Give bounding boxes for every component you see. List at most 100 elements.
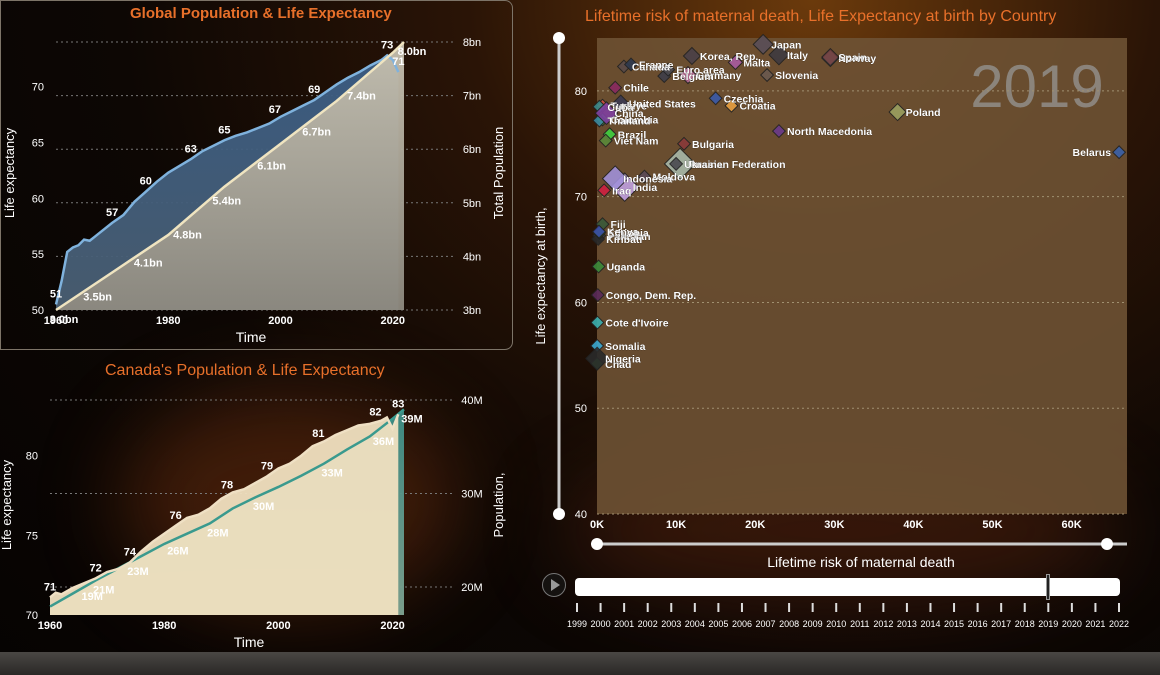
year-slider-thumb[interactable] — [1046, 574, 1050, 600]
global-ylabel-left: Life expectancy — [2, 127, 17, 218]
canada-life-data-label: 76 — [169, 510, 181, 522]
scatter-point-label: Kenya — [607, 227, 639, 239]
year-slider-track[interactable] — [575, 578, 1120, 596]
timeline-year-label[interactable]: 2019 — [1038, 619, 1058, 629]
global-life-data-label: 73 — [381, 39, 393, 51]
global-life-data-label: 57 — [106, 207, 118, 219]
global-pop-data-label: 4.1bn — [134, 258, 163, 270]
timeline-year-label[interactable]: 2003 — [661, 619, 681, 629]
canada-y-tick: 70 — [26, 610, 38, 622]
timeline-year-label[interactable]: 2007 — [756, 619, 776, 629]
canada-pop-data-label: 30M — [253, 501, 274, 513]
global-life-data-label: 67 — [269, 104, 281, 116]
global-pop-data-label: 4.8bn — [173, 229, 202, 241]
timeline-year-label[interactable]: 2005 — [708, 619, 728, 629]
scatter-y-tick: 70 — [575, 192, 587, 204]
scatter-point-label: China — [614, 108, 643, 120]
scatter-point-label: Cote d'Ivoire — [605, 318, 668, 330]
canada-life-data-label: 82 — [369, 406, 381, 418]
global-pop-data-label: 6.1bn — [257, 161, 286, 173]
timeline-year-label[interactable]: 2017 — [991, 619, 1011, 629]
global-y-tick: 60 — [32, 193, 44, 205]
global-chart: Time Life expectancy Total Population 3b… — [2, 37, 506, 345]
timeline-year-label[interactable]: 2009 — [803, 619, 823, 629]
scatter-point-label: Belarus — [1073, 147, 1112, 159]
global-xlabel: Time — [236, 329, 267, 345]
scatter-point-label: North Macedonia — [787, 126, 872, 138]
scatter-point-label: Iraq — [612, 185, 631, 197]
canada-life-data-label: 83 — [392, 398, 404, 410]
timeline-year-label[interactable]: 1999 — [567, 619, 587, 629]
scatter-xlabel: Lifetime risk of maternal death — [767, 554, 955, 570]
bottom-bar — [0, 652, 1160, 675]
year-watermark: 2019 — [970, 53, 1103, 120]
canada-x-tick: 2000 — [266, 620, 290, 632]
timeline-year-label[interactable]: 2008 — [779, 619, 799, 629]
timeline-year-label[interactable]: 2006 — [732, 619, 752, 629]
global-y-tick: 70 — [32, 82, 44, 94]
timeline-year-label[interactable]: 2016 — [968, 619, 988, 629]
global-life-data-label: 51 — [50, 288, 62, 300]
global-y-tick: 65 — [32, 138, 44, 150]
canada-y-tick: 75 — [26, 530, 38, 542]
scatter-point-label: Bulgaria — [692, 139, 734, 151]
timeline-year-label[interactable]: 2018 — [1015, 619, 1035, 629]
scatter-x-tick: 30K — [824, 519, 844, 531]
scatter-y-tick: 80 — [575, 86, 587, 98]
play-icon — [551, 579, 560, 591]
scatter-ylabel: Life expectancy at birth, — [533, 207, 548, 344]
scatter-y-tick: 50 — [575, 403, 587, 415]
timeline-year-label[interactable]: 2012 — [873, 619, 893, 629]
canada-x-tick: 1960 — [38, 620, 62, 632]
scatter-x-tick: 10K — [666, 519, 686, 531]
timeline-year-label[interactable]: 2001 — [614, 619, 634, 629]
x-range-slider-handle-right[interactable] — [1101, 538, 1113, 550]
scatter-point-label: Somalia — [605, 341, 645, 353]
timeline-year-label[interactable]: 2011 — [850, 619, 869, 629]
scatter-x-tick: 60K — [1062, 519, 1082, 531]
timeline-year-label[interactable]: 2014 — [920, 619, 940, 629]
scatter-point-label: Slovenia — [775, 70, 818, 82]
global-y2-tick: 5bn — [463, 198, 481, 210]
global-y2-tick: 6bn — [463, 144, 481, 156]
timeline-year-label[interactable]: 2004 — [685, 619, 705, 629]
global-ylabel-right: Total Population — [491, 127, 506, 220]
timeline-year-label[interactable]: 2021 — [1085, 619, 1105, 629]
x-range-slider-handle-left[interactable] — [591, 538, 603, 550]
global-y2-tick: 4bn — [463, 251, 481, 263]
canada-life-data-label: 81 — [312, 428, 324, 440]
canada-xlabel: Time — [234, 634, 265, 650]
global-pop-data-label: 8.0bn — [398, 46, 427, 58]
scatter-point-label: Ukraine — [684, 159, 723, 171]
global-life-data-label: 65 — [218, 124, 230, 136]
scatter-point-label: Euro area — [676, 65, 725, 77]
scatter-x-tick: 0K — [590, 519, 604, 531]
timeline-year-label[interactable]: 2022 — [1109, 619, 1129, 629]
global-pop-data-label: 3.5bn — [83, 291, 112, 303]
global-pop-data-label: 6.7bn — [302, 126, 331, 138]
timeline-year-label[interactable]: 2002 — [638, 619, 658, 629]
global-life-data-label: 60 — [140, 176, 152, 188]
scatter-point-label: Congo, Dem. Rep. — [606, 290, 697, 302]
scatter-point-label: Indonesia — [623, 174, 672, 186]
y-range-slider-handle-bottom[interactable] — [553, 508, 565, 520]
scatter-point-label: Czechia — [724, 93, 764, 105]
timeline-year-label[interactable]: 2010 — [826, 619, 846, 629]
timeline-ticks: 1999 2000 2001 2002 2003 2004 2005 2006 2007 2008… — [567, 603, 1129, 629]
timeline-year-label[interactable]: 2013 — [897, 619, 917, 629]
canada-pop-data-label: 21M — [93, 584, 114, 596]
scatter-x-tick: 20K — [745, 519, 765, 531]
timeline-year-label[interactable]: 2020 — [1062, 619, 1082, 629]
canada-y-tick: 80 — [26, 451, 38, 463]
timeline-year-label[interactable]: 2015 — [944, 619, 964, 629]
scatter-point-label: France — [639, 59, 674, 71]
global-pop-data-label: 3.0bn — [50, 314, 79, 326]
scatter-point-label: Poland — [906, 107, 941, 119]
timeline-year-label[interactable]: 2000 — [591, 619, 611, 629]
scatter-point-label: Korea, Rep. — [700, 51, 758, 63]
scatter-x-tick: 40K — [903, 519, 923, 531]
y-range-slider-handle-top[interactable] — [553, 32, 565, 44]
play-button[interactable] — [542, 573, 566, 597]
canada-x-tick: 1980 — [152, 620, 176, 632]
